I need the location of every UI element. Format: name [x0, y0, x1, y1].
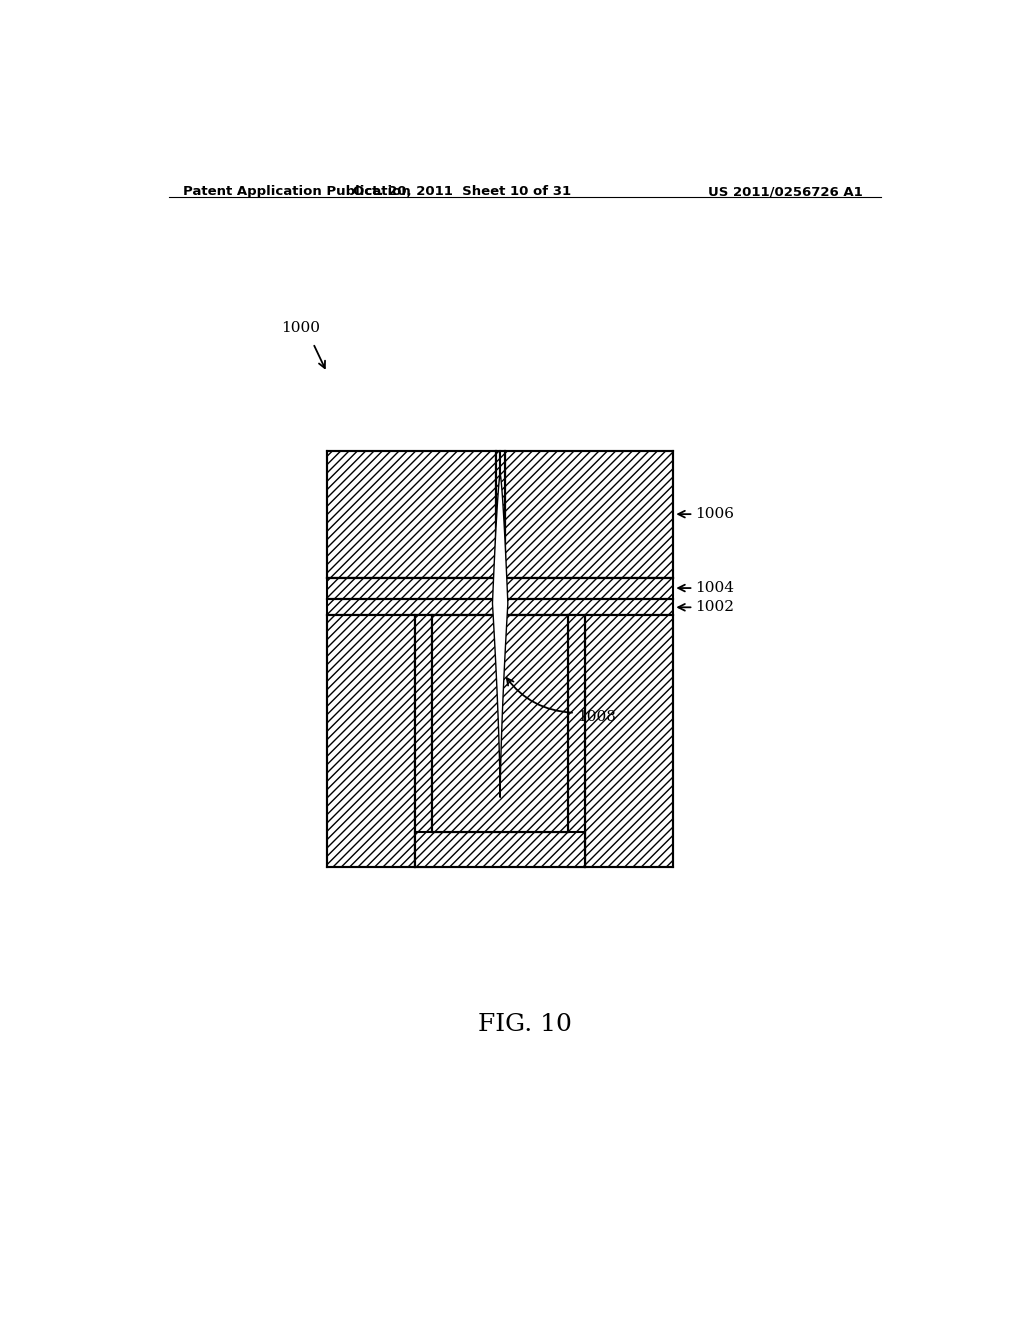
Bar: [432, 615, 568, 832]
Polygon shape: [493, 474, 508, 797]
Bar: [327, 615, 416, 867]
Bar: [416, 832, 585, 867]
Bar: [585, 615, 674, 867]
Bar: [568, 615, 585, 867]
Text: 1006: 1006: [695, 507, 734, 521]
Bar: [500, 451, 505, 578]
Bar: [327, 451, 496, 578]
Bar: [505, 451, 674, 578]
Text: 1008: 1008: [578, 710, 616, 723]
Bar: [496, 451, 500, 578]
Text: US 2011/0256726 A1: US 2011/0256726 A1: [708, 185, 863, 198]
Bar: [416, 615, 432, 867]
Text: 1004: 1004: [695, 581, 734, 595]
Text: FIG. 10: FIG. 10: [478, 1014, 571, 1036]
Text: 1000: 1000: [281, 321, 319, 335]
Bar: [327, 599, 674, 615]
Text: 1002: 1002: [695, 601, 734, 614]
Text: Patent Application Publication: Patent Application Publication: [183, 185, 411, 198]
Text: Oct. 20, 2011  Sheet 10 of 31: Oct. 20, 2011 Sheet 10 of 31: [352, 185, 570, 198]
Bar: [327, 578, 674, 599]
